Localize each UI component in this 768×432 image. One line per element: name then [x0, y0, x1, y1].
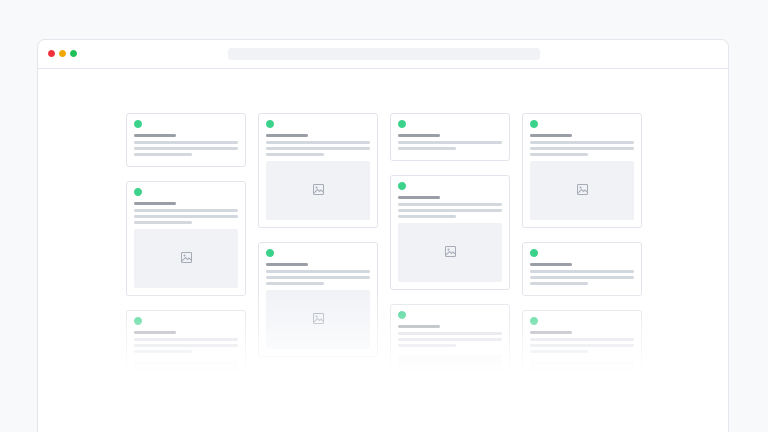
status-dot [266, 249, 274, 257]
text-line-placeholder [266, 147, 370, 150]
text-line-placeholder [398, 147, 456, 150]
text-line-placeholder [530, 270, 634, 273]
image-icon [576, 182, 588, 200]
text-line-placeholder [530, 282, 588, 285]
text-line-placeholder [266, 282, 324, 285]
text-line-placeholder [398, 215, 456, 218]
status-dot [266, 120, 274, 128]
card-title-placeholder [398, 196, 440, 199]
minimize-button[interactable] [59, 50, 66, 57]
image-icon [180, 250, 192, 268]
browser-window [37, 39, 729, 432]
card[interactable] [522, 242, 642, 296]
card[interactable] [258, 113, 378, 228]
card-title-placeholder [398, 134, 440, 137]
text-line-placeholder [530, 276, 634, 279]
card-title-placeholder [530, 263, 572, 266]
card-title-placeholder [134, 202, 176, 205]
card[interactable] [522, 113, 642, 228]
text-line-placeholder [530, 147, 634, 150]
text-line-placeholder [134, 141, 238, 144]
image-placeholder [134, 229, 238, 288]
text-line-placeholder [266, 276, 370, 279]
address-bar[interactable] [228, 48, 540, 60]
card[interactable] [390, 175, 510, 290]
status-dot [398, 120, 406, 128]
text-line-placeholder [530, 153, 588, 156]
text-line-placeholder [134, 147, 238, 150]
image-placeholder [398, 223, 502, 282]
status-dot [398, 182, 406, 190]
image-icon [312, 182, 324, 200]
text-line-placeholder [134, 215, 238, 218]
status-dot [134, 188, 142, 196]
card-title-placeholder [530, 134, 572, 137]
text-line-placeholder [266, 141, 370, 144]
text-line-placeholder [134, 221, 192, 224]
title-bar [38, 40, 728, 69]
text-line-placeholder [134, 209, 238, 212]
image-icon [444, 244, 456, 262]
text-line-placeholder [398, 203, 502, 206]
image-placeholder [530, 161, 634, 220]
close-button[interactable] [48, 50, 55, 57]
card[interactable] [390, 113, 510, 161]
bottom-fade [38, 290, 728, 430]
text-line-placeholder [398, 209, 502, 212]
status-dot [530, 120, 538, 128]
text-line-placeholder [530, 141, 634, 144]
text-line-placeholder [266, 153, 324, 156]
text-line-placeholder [134, 153, 192, 156]
text-line-placeholder [398, 141, 502, 144]
card[interactable] [126, 181, 246, 296]
text-line-placeholder [266, 270, 370, 273]
card[interactable] [126, 113, 246, 167]
card-title-placeholder [266, 263, 308, 266]
status-dot [134, 120, 142, 128]
maximize-button[interactable] [70, 50, 77, 57]
card-title-placeholder [134, 134, 176, 137]
status-dot [530, 249, 538, 257]
card-title-placeholder [266, 134, 308, 137]
image-placeholder [266, 161, 370, 220]
